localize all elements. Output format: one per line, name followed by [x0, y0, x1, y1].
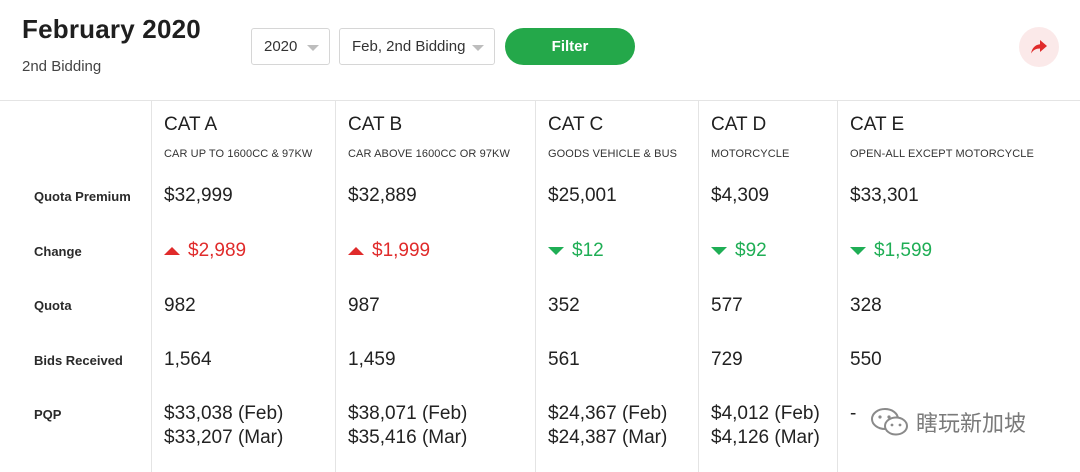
- bids-received-value: 1,459: [348, 349, 396, 370]
- change-amount: $12: [572, 240, 604, 261]
- row-label-quota: Quota: [34, 298, 72, 313]
- change-amount: $2,989: [188, 240, 247, 261]
- quota-premium-value: $32,889: [348, 185, 417, 206]
- pqp-mar: $35,416 (Mar): [348, 427, 468, 448]
- chevron-down-icon: [472, 45, 484, 51]
- quota-value: 982: [164, 295, 196, 316]
- bids-received-value: 1,564: [164, 349, 212, 370]
- row-label-pqp: PQP: [34, 407, 62, 422]
- quota-value: 352: [548, 295, 580, 316]
- category-title: CAT B: [348, 114, 403, 135]
- row-label-bids-received: Bids Received: [34, 353, 123, 368]
- change-value: $2,989: [164, 240, 246, 262]
- share-button[interactable]: [1019, 27, 1059, 67]
- row-label-change: Change: [34, 244, 82, 259]
- column-divider: [335, 101, 336, 472]
- category-title: CAT D: [711, 114, 767, 135]
- watermark-text: 瞎玩新加坡: [916, 411, 1027, 436]
- quota-premium-value: $4,309: [711, 185, 770, 206]
- round-select-value: Feb, 2nd Bidding: [352, 38, 466, 55]
- bids-received-value: 550: [850, 349, 882, 370]
- category-title: CAT C: [548, 114, 604, 135]
- chevron-down-icon: [307, 45, 319, 51]
- category-title: CAT A: [164, 114, 218, 135]
- category-description: CAR UP TO 1600CC & 97KW: [164, 148, 313, 160]
- share-arrow-icon: [1031, 40, 1047, 54]
- quota-premium-value: $33,301: [850, 185, 919, 206]
- page-subtitle: 2nd Bidding: [22, 58, 102, 75]
- category-title: CAT E: [850, 114, 905, 135]
- pqp-feb: $24,367 (Feb): [548, 403, 668, 424]
- page-title: February 2020: [22, 14, 201, 44]
- change-value: $1,599: [850, 240, 932, 262]
- pqp-feb: $33,038 (Feb): [164, 403, 284, 424]
- triangle-down-icon: [711, 247, 727, 255]
- watermark: 瞎玩新加坡: [870, 406, 1026, 438]
- header: February 2020 2nd Bidding 2020 Feb, 2nd …: [0, 0, 1080, 101]
- quota-value: 987: [348, 295, 380, 316]
- pqp-value: -: [850, 402, 856, 426]
- change-amount: $92: [735, 240, 767, 261]
- pqp-value: $24,367 (Feb) $24,387 (Mar): [548, 402, 667, 450]
- triangle-down-icon: [850, 247, 866, 255]
- change-value: $1,999: [348, 240, 430, 262]
- quota-value: 328: [850, 295, 882, 316]
- pqp-value: $33,038 (Feb) $33,207 (Mar): [164, 402, 283, 450]
- change-amount: $1,599: [874, 240, 933, 261]
- change-value: $92: [711, 240, 767, 262]
- bids-received-value: 729: [711, 349, 743, 370]
- bids-received-value: 561: [548, 349, 580, 370]
- quota-premium-value: $25,001: [548, 185, 617, 206]
- category-description: OPEN-ALL EXCEPT MOTORCYCLE: [850, 148, 1034, 160]
- category-description: MOTORCYCLE: [711, 148, 790, 160]
- column-divider: [535, 101, 536, 472]
- filter-button[interactable]: Filter: [505, 28, 635, 65]
- quota-value: 577: [711, 295, 743, 316]
- pqp-mar: $4,126 (Mar): [711, 427, 820, 448]
- year-select-value: 2020: [264, 38, 298, 55]
- row-label-quota-premium: Quota Premium: [34, 189, 131, 204]
- pqp-value: $38,071 (Feb) $35,416 (Mar): [348, 402, 467, 450]
- column-divider: [837, 101, 838, 472]
- triangle-up-icon: [164, 247, 180, 255]
- triangle-down-icon: [548, 247, 564, 255]
- year-select[interactable]: 2020: [251, 28, 330, 65]
- category-description: CAR ABOVE 1600CC OR 97KW: [348, 148, 510, 160]
- column-divider: [151, 101, 152, 472]
- pqp-value: $4,012 (Feb) $4,126 (Mar): [711, 402, 820, 450]
- column-divider: [698, 101, 699, 472]
- change-value: $12: [548, 240, 604, 262]
- wechat-icon: [871, 408, 908, 436]
- pqp-feb: $38,071 (Feb): [348, 403, 468, 424]
- quota-premium-value: $32,999: [164, 185, 233, 206]
- pqp-mar: $24,387 (Mar): [548, 427, 668, 448]
- pqp-feb: -: [850, 403, 857, 424]
- category-description: GOODS VEHICLE & BUS: [548, 148, 678, 160]
- pqp-mar: $33,207 (Mar): [164, 427, 284, 448]
- triangle-up-icon: [348, 247, 364, 255]
- pqp-feb: $4,012 (Feb): [711, 403, 820, 424]
- change-amount: $1,999: [372, 240, 431, 261]
- round-select[interactable]: Feb, 2nd Bidding: [339, 28, 495, 65]
